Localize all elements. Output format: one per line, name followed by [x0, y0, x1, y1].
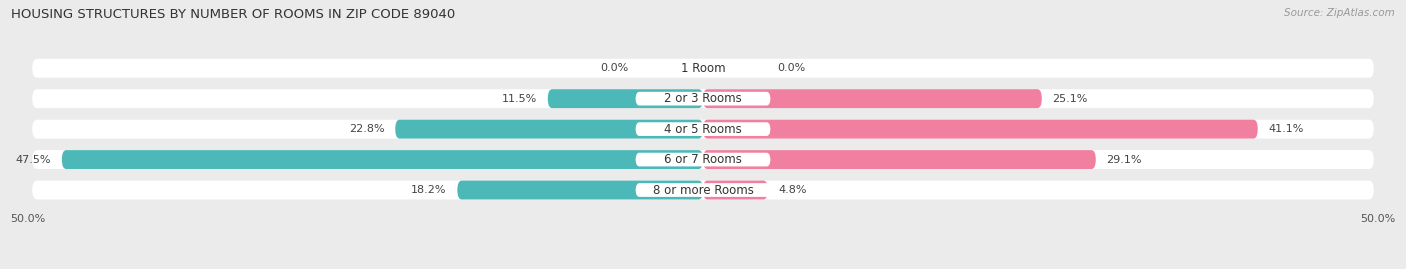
Text: 18.2%: 18.2%	[411, 185, 447, 195]
FancyBboxPatch shape	[32, 150, 1374, 169]
FancyBboxPatch shape	[395, 120, 703, 139]
Text: HOUSING STRUCTURES BY NUMBER OF ROOMS IN ZIP CODE 89040: HOUSING STRUCTURES BY NUMBER OF ROOMS IN…	[11, 8, 456, 21]
FancyBboxPatch shape	[703, 89, 1042, 108]
Text: 11.5%: 11.5%	[502, 94, 537, 104]
Text: 29.1%: 29.1%	[1107, 155, 1142, 165]
Text: 25.1%: 25.1%	[1053, 94, 1088, 104]
Text: 1 Room: 1 Room	[681, 62, 725, 75]
Text: 41.1%: 41.1%	[1268, 124, 1303, 134]
Text: 6 or 7 Rooms: 6 or 7 Rooms	[664, 153, 742, 166]
FancyBboxPatch shape	[636, 61, 770, 75]
FancyBboxPatch shape	[703, 120, 1258, 139]
FancyBboxPatch shape	[548, 89, 703, 108]
FancyBboxPatch shape	[32, 59, 1374, 78]
FancyBboxPatch shape	[32, 89, 1374, 108]
Text: 4.8%: 4.8%	[779, 185, 807, 195]
Text: 0.0%: 0.0%	[778, 63, 806, 73]
FancyBboxPatch shape	[703, 150, 1095, 169]
FancyBboxPatch shape	[636, 183, 770, 197]
FancyBboxPatch shape	[32, 120, 1374, 139]
FancyBboxPatch shape	[62, 150, 703, 169]
FancyBboxPatch shape	[636, 122, 770, 136]
FancyBboxPatch shape	[703, 180, 768, 200]
FancyBboxPatch shape	[457, 180, 703, 200]
Text: 2 or 3 Rooms: 2 or 3 Rooms	[664, 92, 742, 105]
Text: Source: ZipAtlas.com: Source: ZipAtlas.com	[1284, 8, 1395, 18]
FancyBboxPatch shape	[636, 153, 770, 167]
Text: 4 or 5 Rooms: 4 or 5 Rooms	[664, 123, 742, 136]
Text: 47.5%: 47.5%	[15, 155, 51, 165]
FancyBboxPatch shape	[636, 92, 770, 105]
Text: 22.8%: 22.8%	[349, 124, 384, 134]
Text: 0.0%: 0.0%	[600, 63, 628, 73]
FancyBboxPatch shape	[32, 180, 1374, 200]
Text: 8 or more Rooms: 8 or more Rooms	[652, 183, 754, 197]
